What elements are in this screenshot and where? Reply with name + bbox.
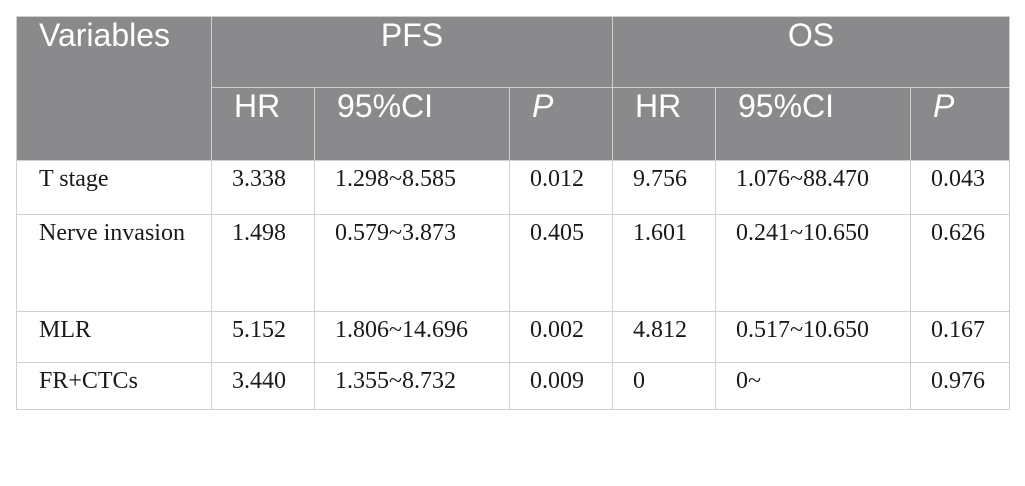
os-p-cell: 0.976: [909, 362, 1011, 410]
header-sub-row: HR 95%CI P HR 95%CI P: [17, 87, 1011, 161]
os-p-cell: 0.626: [909, 214, 1011, 312]
table-header: Variables PFS OS HR 95%CI P HR 95%CI P: [16, 16, 1011, 161]
os-hr-cell: 1.601: [612, 214, 716, 312]
results-table: Variables PFS OS HR 95%CI P HR 95%CI P T…: [16, 16, 1011, 410]
pfs-hr-cell: 5.152: [211, 311, 315, 363]
variable-cell: T stage: [16, 160, 212, 215]
pfs-hr-cell: 3.338: [211, 160, 315, 215]
os-hr-header: HR: [612, 87, 716, 161]
pfs-p-cell: 0.405: [509, 214, 613, 312]
pfs-ci-header: 95%CI: [314, 87, 510, 161]
variables-header: Variables: [16, 16, 212, 161]
table-row: FR+CTCs 3.440 1.355~8.732 0.009 0 0~ 0.9…: [16, 362, 1011, 410]
header-group-row: Variables PFS OS: [16, 16, 1011, 161]
pfs-p-header: P: [509, 87, 613, 161]
os-p-header: P: [909, 87, 1011, 161]
variable-cell: FR+CTCs: [16, 362, 212, 410]
pfs-p-cell: 0.012: [509, 160, 613, 215]
pfs-ci-cell: 1.355~8.732: [314, 362, 510, 410]
variable-cell: Nerve invasion: [16, 214, 212, 312]
pfs-ci-cell: 1.806~14.696: [314, 311, 510, 363]
os-hr-cell: 4.812: [612, 311, 716, 363]
os-p-cell: 0.043: [909, 160, 1011, 215]
table-row: T stage 3.338 1.298~8.585 0.012 9.756 1.…: [16, 160, 1011, 215]
os-ci-header: 95%CI: [715, 87, 911, 161]
pfs-ci-cell: 1.298~8.585: [314, 160, 510, 215]
os-p-cell: 0.167: [909, 311, 1011, 363]
pfs-hr-header: HR: [211, 87, 315, 161]
table-row: Nerve invasion 1.498 0.579~3.873 0.405 1…: [16, 214, 1011, 312]
os-ci-cell: 0~: [715, 362, 911, 410]
pfs-p-cell: 0.009: [509, 362, 613, 410]
pfs-header: PFS: [211, 16, 613, 88]
table-body: T stage 3.338 1.298~8.585 0.012 9.756 1.…: [16, 160, 1011, 410]
pfs-p-cell: 0.002: [509, 311, 613, 363]
os-ci-cell: 1.076~88.470: [715, 160, 911, 215]
table-row: MLR 5.152 1.806~14.696 0.002 4.812 0.517…: [16, 311, 1011, 363]
os-header: OS: [611, 16, 1011, 88]
variable-cell: MLR: [16, 311, 212, 363]
pfs-ci-cell: 0.579~3.873: [314, 214, 510, 312]
os-hr-cell: 9.756: [612, 160, 716, 215]
os-hr-cell: 0: [612, 362, 716, 410]
pfs-hr-cell: 1.498: [211, 214, 315, 312]
os-ci-cell: 0.517~10.650: [715, 311, 911, 363]
pfs-hr-cell: 3.440: [211, 362, 315, 410]
os-ci-cell: 0.241~10.650: [715, 214, 911, 312]
